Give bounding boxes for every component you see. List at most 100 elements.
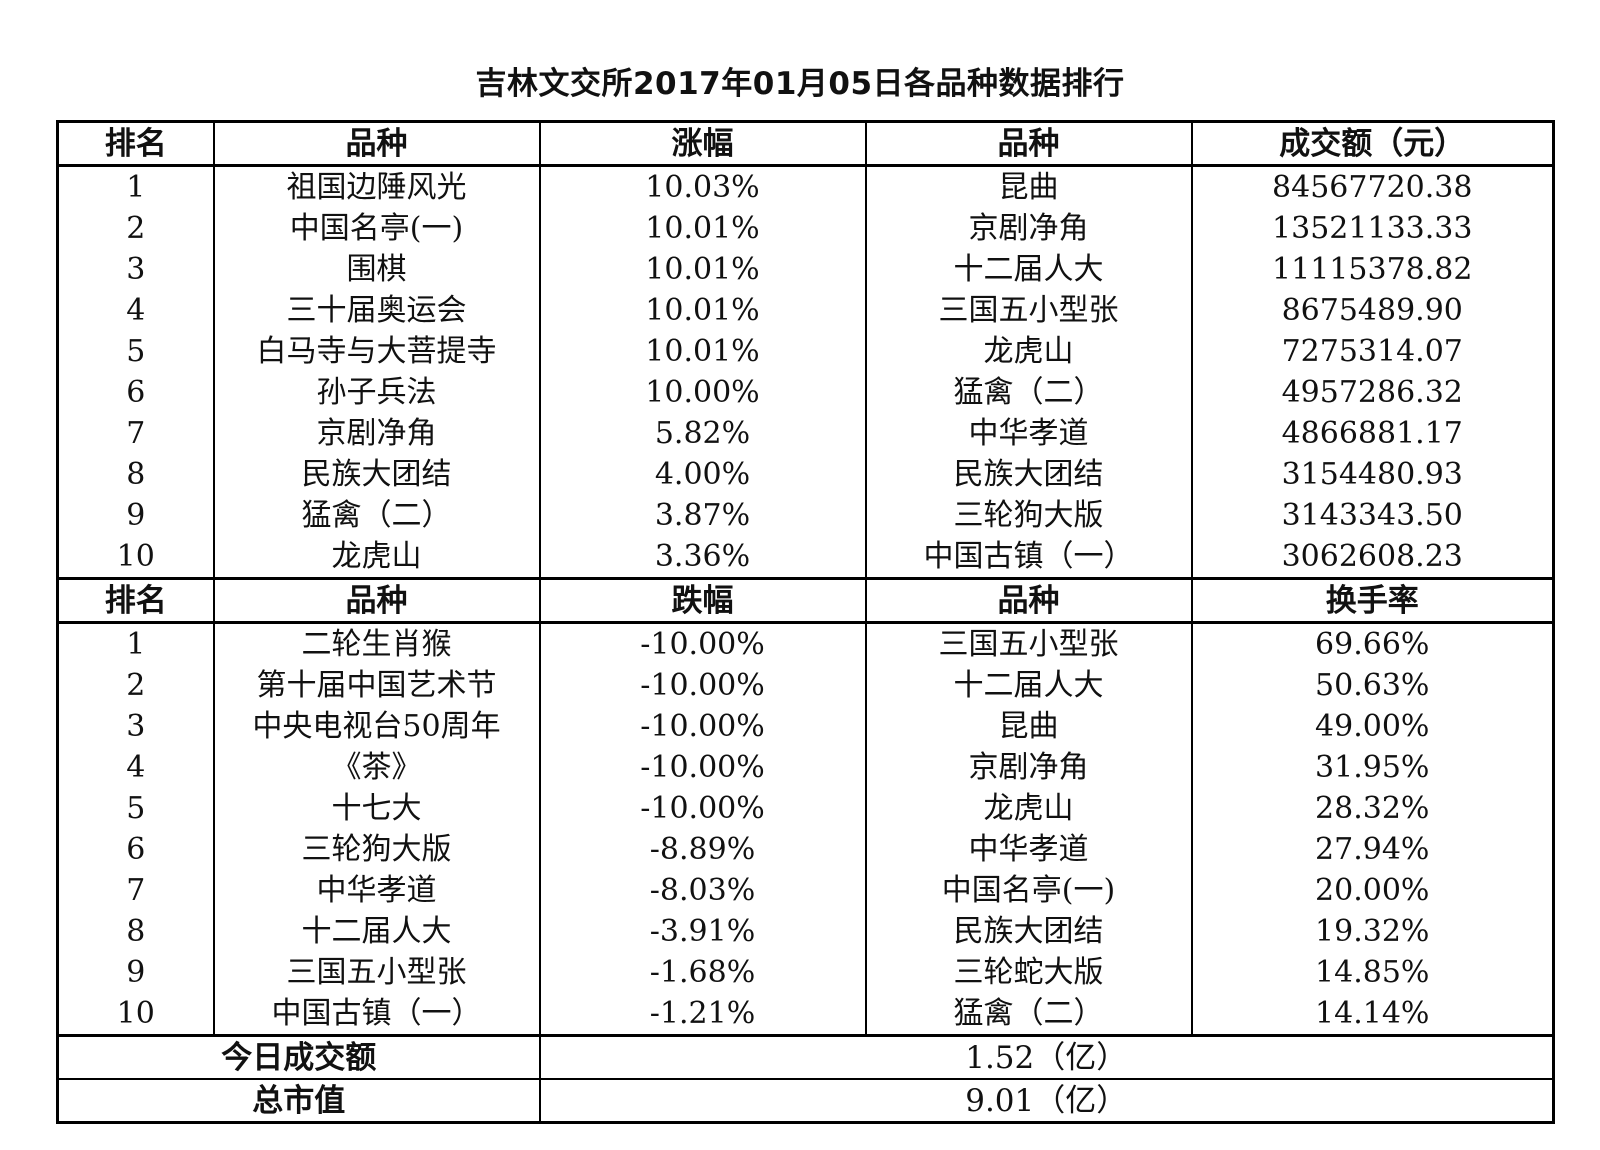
metric-cell: 11115378.82	[1190, 249, 1554, 290]
rank-cell: 8	[126, 456, 146, 492]
item-cell: 三国五小型张	[864, 290, 1192, 331]
rank-cell: 9	[126, 954, 146, 990]
rank-cell: 10	[57, 993, 214, 1037]
rank-cell: 6	[126, 831, 146, 867]
column-header: 排名	[57, 121, 214, 167]
item-cell: 民族大团结	[212, 454, 540, 495]
item-cell: 昆曲	[864, 706, 1192, 747]
metric-cell: 28.32%	[1190, 788, 1554, 829]
rank-cell: 7	[126, 872, 146, 908]
item-cell: 三十届奥运会	[212, 290, 540, 331]
rank-cell: 6	[126, 374, 146, 410]
item-cell: 中国古镇（一）	[864, 536, 1192, 580]
change-cell: -10.00%	[538, 747, 866, 788]
change-cell: -8.03%	[538, 870, 866, 911]
item-cell: 白马寺与大菩提寺	[212, 331, 540, 372]
metric-cell: 20.00%	[1190, 870, 1554, 911]
change-cell: 10.01%	[538, 290, 866, 331]
column-header: 涨幅	[538, 121, 866, 167]
turnover-value: 1.52（亿）	[538, 1035, 1554, 1080]
column-header: 品种	[212, 121, 540, 167]
change-cell: 10.01%	[538, 331, 866, 372]
metric-cell: 14.14%	[1190, 993, 1554, 1037]
change-cell: 5.82%	[538, 413, 866, 454]
item-cell: 祖国边陲风光	[212, 165, 540, 208]
table-row: 9 三国五小型张 -1.68% 三轮蛇大版 14.85%	[58, 952, 1554, 993]
table-row: 6 三轮狗大版 -8.89% 中华孝道 27.94%	[58, 829, 1554, 870]
metric-cell: 50.63%	[1190, 665, 1554, 706]
item-cell: 猛禽（二）	[864, 993, 1192, 1037]
table-row: 8 民族大团结 4.00% 民族大团结 3154480.93	[58, 454, 1554, 495]
table-row: 5 白马寺与大菩提寺 10.01% 龙虎山 7275314.07	[58, 331, 1554, 372]
change-cell: -10.00%	[538, 665, 866, 706]
change-cell: 10.01%	[538, 249, 866, 290]
change-cell: 10.03%	[538, 165, 866, 208]
item-cell: 三轮狗大版	[864, 495, 1192, 536]
change-cell: 3.36%	[538, 536, 866, 580]
change-cell: -8.89%	[538, 829, 866, 870]
rank-cell: 8	[126, 913, 146, 949]
item-cell: 龙虎山	[864, 788, 1192, 829]
metric-cell: 49.00%	[1190, 706, 1554, 747]
item-cell: 中华孝道	[864, 413, 1192, 454]
table-row: 10 中国古镇（一） -1.21% 猛禽（二） 14.14%	[57, 993, 1554, 1037]
table-row: 3 中央电视台50周年 -10.00% 昆曲 49.00%	[58, 706, 1554, 747]
table-row: 8 十二届人大 -3.91% 民族大团结 19.32%	[58, 911, 1554, 952]
item-cell: 中国名亭(一)	[864, 870, 1192, 911]
table-row: 2 第十届中国艺术节 -10.00% 十二届人大 50.63%	[58, 665, 1554, 706]
table-row: 5 十七大 -10.00% 龙虎山 28.32%	[58, 788, 1554, 829]
rank-cell: 2	[126, 210, 146, 246]
item-cell: 三国五小型张	[864, 622, 1192, 665]
item-cell: 围棋	[212, 249, 540, 290]
table-row: 4 三十届奥运会 10.01% 三国五小型张 8675489.90	[58, 290, 1554, 331]
item-cell: 三轮狗大版	[212, 829, 540, 870]
item-cell: 民族大团结	[864, 911, 1192, 952]
column-header: 换手率	[1190, 578, 1554, 624]
document-title: 吉林文交所2017年01月05日各品种数据排行	[475, 66, 1125, 102]
item-cell: 中央电视台50周年	[212, 706, 540, 747]
item-cell: 猛禽（二）	[212, 495, 540, 536]
metric-cell: 4866881.17	[1190, 413, 1554, 454]
metric-cell: 31.95%	[1190, 747, 1554, 788]
table-row: 6 孙子兵法 10.00% 猛禽（二） 4957286.32	[58, 372, 1554, 413]
change-cell: -1.21%	[538, 993, 866, 1037]
item-cell: 十二届人大	[864, 665, 1192, 706]
item-cell: 中国古镇（一）	[212, 993, 540, 1037]
rank-cell: 10	[57, 536, 214, 580]
table-row: 7 中华孝道 -8.03% 中国名亭(一) 20.00%	[58, 870, 1554, 911]
item-cell: 十七大	[212, 788, 540, 829]
metric-cell: 69.66%	[1190, 622, 1554, 665]
item-cell: 中华孝道	[864, 829, 1192, 870]
item-cell: 猛禽（二）	[864, 372, 1192, 413]
item-cell: 十二届人大	[212, 911, 540, 952]
change-cell: -10.00%	[538, 622, 866, 665]
table-row: 3 围棋 10.01% 十二届人大 11115378.82	[58, 249, 1554, 290]
header-row: 排名 品种 跌幅 品种 换手率	[57, 578, 1554, 624]
turnover-summary-row: 今日成交额 1.52（亿）	[57, 1035, 1554, 1080]
change-cell: 3.87%	[538, 495, 866, 536]
change-cell: 10.01%	[538, 208, 866, 249]
market-cap-summary-row: 总市值 9.01（亿）	[58, 1079, 1554, 1123]
change-cell: -10.00%	[538, 788, 866, 829]
change-cell: 10.00%	[538, 372, 866, 413]
change-cell: -10.00%	[538, 706, 866, 747]
market-cap-label: 总市值	[252, 1082, 346, 1119]
item-cell: 第十届中国艺术节	[212, 665, 540, 706]
rank-cell: 5	[126, 790, 146, 826]
rank-cell: 5	[126, 333, 146, 369]
rank-cell: 4	[126, 292, 146, 328]
turnover-label: 今日成交额	[57, 1035, 540, 1080]
item-cell: 三国五小型张	[212, 952, 540, 993]
table-row: 7 京剧净角 5.82% 中华孝道 4866881.17	[58, 413, 1554, 454]
metric-cell: 84567720.38	[1190, 165, 1554, 208]
item-cell: 民族大团结	[864, 454, 1192, 495]
rank-cell: 1	[126, 169, 146, 205]
metric-cell: 19.32%	[1190, 911, 1554, 952]
change-cell: 4.00%	[538, 454, 866, 495]
table-row: 9 猛禽（二） 3.87% 三轮狗大版 3143343.50	[58, 495, 1554, 536]
rank-cell: 4	[126, 749, 146, 785]
table-row: 1 二轮生肖猴 -10.00% 三国五小型张 69.66%	[58, 622, 1554, 665]
column-header: 品种	[212, 578, 540, 624]
item-cell: 昆曲	[864, 165, 1192, 208]
losers-and-turnover-section: 排名 品种 跌幅 品种 换手率 1 二轮生肖猴 -10.00% 三国五小型张 69.66% 2 第十届…	[57, 578, 1554, 1037]
